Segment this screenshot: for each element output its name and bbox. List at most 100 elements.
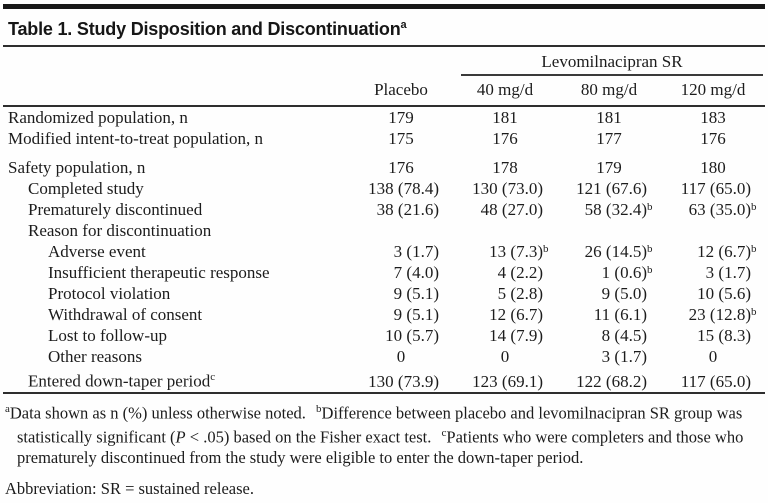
table-title-superscript: a [400,19,407,31]
cell-value: 9 (5.1) [393,284,439,303]
cell-value: 0 [708,347,718,366]
column-header-row: Placebo 40 mg/d 80 mg/d 120 mg/d [3,76,765,107]
cell-value: 58 (32.4)b [584,200,653,219]
study-disposition-table: Levomilnacipran SR Placebo 40 mg/d 80 mg… [3,47,765,394]
cell-value: 176 [492,129,518,148]
cell-value: 5 (2.8) [497,284,543,303]
row-label: Adverse event [48,242,146,261]
table-row: Entered down-taper periodc 130 (73.9) 123 … [3,367,765,394]
column-header-40mgd: 40 mg/d [453,76,557,107]
footnote-text: aData shown as n (%) unless otherwise no… [5,402,744,467]
cell-value: 3 (1.7) [393,242,439,261]
top-rule [3,4,765,9]
table-row: Randomized population, n 179 181 181 183 [3,106,765,128]
cell-value: 13 (7.3)b [489,242,549,261]
cell-value: 176 [700,129,726,148]
cell-value: 3 (1.7) [601,347,647,366]
spanner-spacer [3,47,453,76]
table-row: Safety population, n 176 178 179 180 [3,149,765,178]
cell-value: 183 [700,108,726,127]
cell-value: 9 (5.1) [393,305,439,324]
cell-value: 181 [596,108,622,127]
italic-p-statistic: P [175,427,186,447]
cell-value: 179 [388,108,414,127]
table-row: Modified intent-to-treat population, n 17… [3,128,765,149]
footnote-marker-c: c [441,427,447,440]
cell-value: 14 (7.9) [489,326,543,345]
cell-value: 117 (65.0) [680,179,751,198]
cell-value: 0 [500,347,510,366]
row-label: Insufficient therapeutic response [48,263,270,282]
footnote-marker-a: a [5,402,10,415]
cell-value: 130 (73.9) [349,367,453,394]
cell-value: 181 [492,108,518,127]
column-header-120mgd: 120 mg/d [661,76,765,107]
footnote-marker-b: b [316,402,322,415]
abbreviation-note: Abbreviation: SR = sustained release. [5,478,254,498]
row-label: Completed study [28,179,144,198]
spanner-label: Levomilnacipran SR [461,47,763,76]
row-label: Randomized population, n [8,108,188,127]
cell-value: 123 (69.1) [453,367,557,394]
cell-value: 176 [388,158,414,177]
row-label: Protocol violation [48,284,171,303]
spanner-cell: Levomilnacipran SR [453,47,765,76]
cell-value [349,220,453,241]
cell-value: 3 (1.7) [705,263,751,282]
table-title-text: Table 1. Study Disposition and Discontin… [8,19,401,39]
cell-value: 122 (68.2) [557,367,661,394]
row-label-superscript: c [210,371,216,383]
cell-value: 11 (6.1) [593,305,647,324]
row-label: Other reasons [48,347,142,366]
column-header-80mgd: 80 mg/d [557,76,661,107]
cell-value: 10 (5.6) [697,284,751,303]
table-row: Prematurely discontinued 38 (21.6) 48 (27.… [3,199,765,220]
cell-value: 175 [388,129,414,148]
row-label: Entered down-taper periodc [3,367,349,394]
cell-value: 178 [492,158,518,177]
row-label: Reason for discontinuation [28,221,212,240]
spanner-row: Levomilnacipran SR [3,47,765,76]
cell-value [557,220,661,241]
cell-value [453,220,557,241]
table-row: Reason for discontinuation [3,220,765,241]
cell-value: 48 (27.0) [480,200,543,219]
table-row: Completed study 138 (78.4) 130 (73.0) 121 (… [3,178,765,199]
table-title: Table 1. Study Disposition and Discontin… [3,9,765,45]
cell-value: 8 (4.5) [601,326,647,345]
cell-value: 121 (67.6) [576,179,647,198]
table-row: Insufficient therapeutic response 7 (4.0)… [3,262,765,283]
table-row: Withdrawal of consent 9 (5.1) 12 (6.7) 11 (… [3,304,765,325]
cell-value: 63 (35.0)b [688,200,757,219]
cell-value: 23 (12.8)b [688,305,757,324]
cell-value: 138 (78.4) [368,179,439,198]
cell-value [661,220,765,241]
cell-value: 179 [596,158,622,177]
cell-value: 177 [596,129,622,148]
table-row: Adverse event 3 (1.7) 13 (7.3)b 26 (14.5)b 1… [3,241,765,262]
cell-value: 12 (6.7)b [697,242,757,261]
cell-value: 130 (73.0) [472,179,543,198]
row-label: Prematurely discontinued [28,200,203,219]
footnote-notes: aData shown as n (%) unless otherwise no… [5,399,753,479]
cell-value: 26 (14.5)b [584,242,653,261]
row-label: Lost to follow-up [48,326,167,345]
cell-value: 38 (21.6) [376,200,439,219]
cell-value: 117 (65.0) [661,367,765,394]
column-header-stub [3,76,349,107]
row-label: Withdrawal of consent [48,305,203,324]
table-row: Other reasons 0 0 3 (1.7) 0 [3,346,765,367]
cell-value: 10 (5.7) [385,326,439,345]
cell-value: 7 (4.0) [393,263,439,282]
cell-value: 9 (5.0) [601,284,647,303]
table-row: Lost to follow-up 10 (5.7) 14 (7.9) 8 (4.5)… [3,325,765,346]
cell-value: 15 (8.3) [697,326,751,345]
footnotes: aData shown as n (%) unless otherwise no… [3,399,753,499]
cell-value: 1 (0.6)b [601,263,653,282]
table-row: Protocol violation 9 (5.1) 5 (2.8) 9 (5.0) 1… [3,283,765,304]
row-label: Modified intent-to-treat population, n [8,129,263,148]
cell-value: 12 (6.7) [489,305,543,324]
title-rule [3,45,765,47]
column-header-placebo: Placebo [349,76,453,107]
